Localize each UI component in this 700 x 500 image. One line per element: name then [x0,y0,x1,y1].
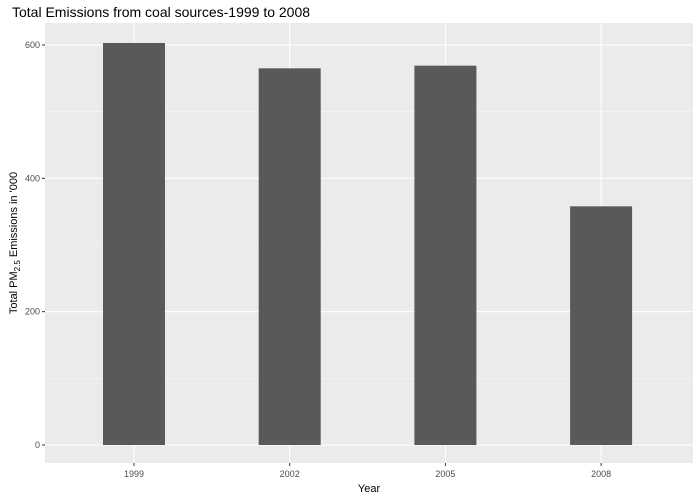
x-tick-label: 1999 [124,469,144,479]
x-axis: 1999 2002 2005 2008 [124,463,611,479]
x-tick-label: 2002 [280,469,300,479]
bar-2005 [414,65,477,446]
y-tick-label: 400 [25,173,40,183]
y-axis-label-suffix: Emissions in '000 [8,172,20,260]
y-tick-label: 0 [35,440,40,450]
y-axis: 0 200 400 600 [25,40,45,450]
bar-1999 [103,43,165,445]
y-tick-label: 600 [25,40,40,50]
x-tick-label: 2005 [435,469,455,479]
y-axis-label-prefix: Total PM [8,271,20,314]
bar-2008 [570,206,633,445]
y-axis-label-subscript: 2.5 [13,260,22,272]
x-tick-label: 2008 [591,469,611,479]
bar-layer [103,43,633,446]
bar-2002 [258,68,321,445]
x-axis-label: Year [358,483,381,495]
y-axis-label: Total PM2.5 Emissions in '000 [8,172,22,314]
y-tick-label: 200 [25,307,40,317]
chart-title: Total Emissions from coal sources-1999 t… [12,4,310,20]
